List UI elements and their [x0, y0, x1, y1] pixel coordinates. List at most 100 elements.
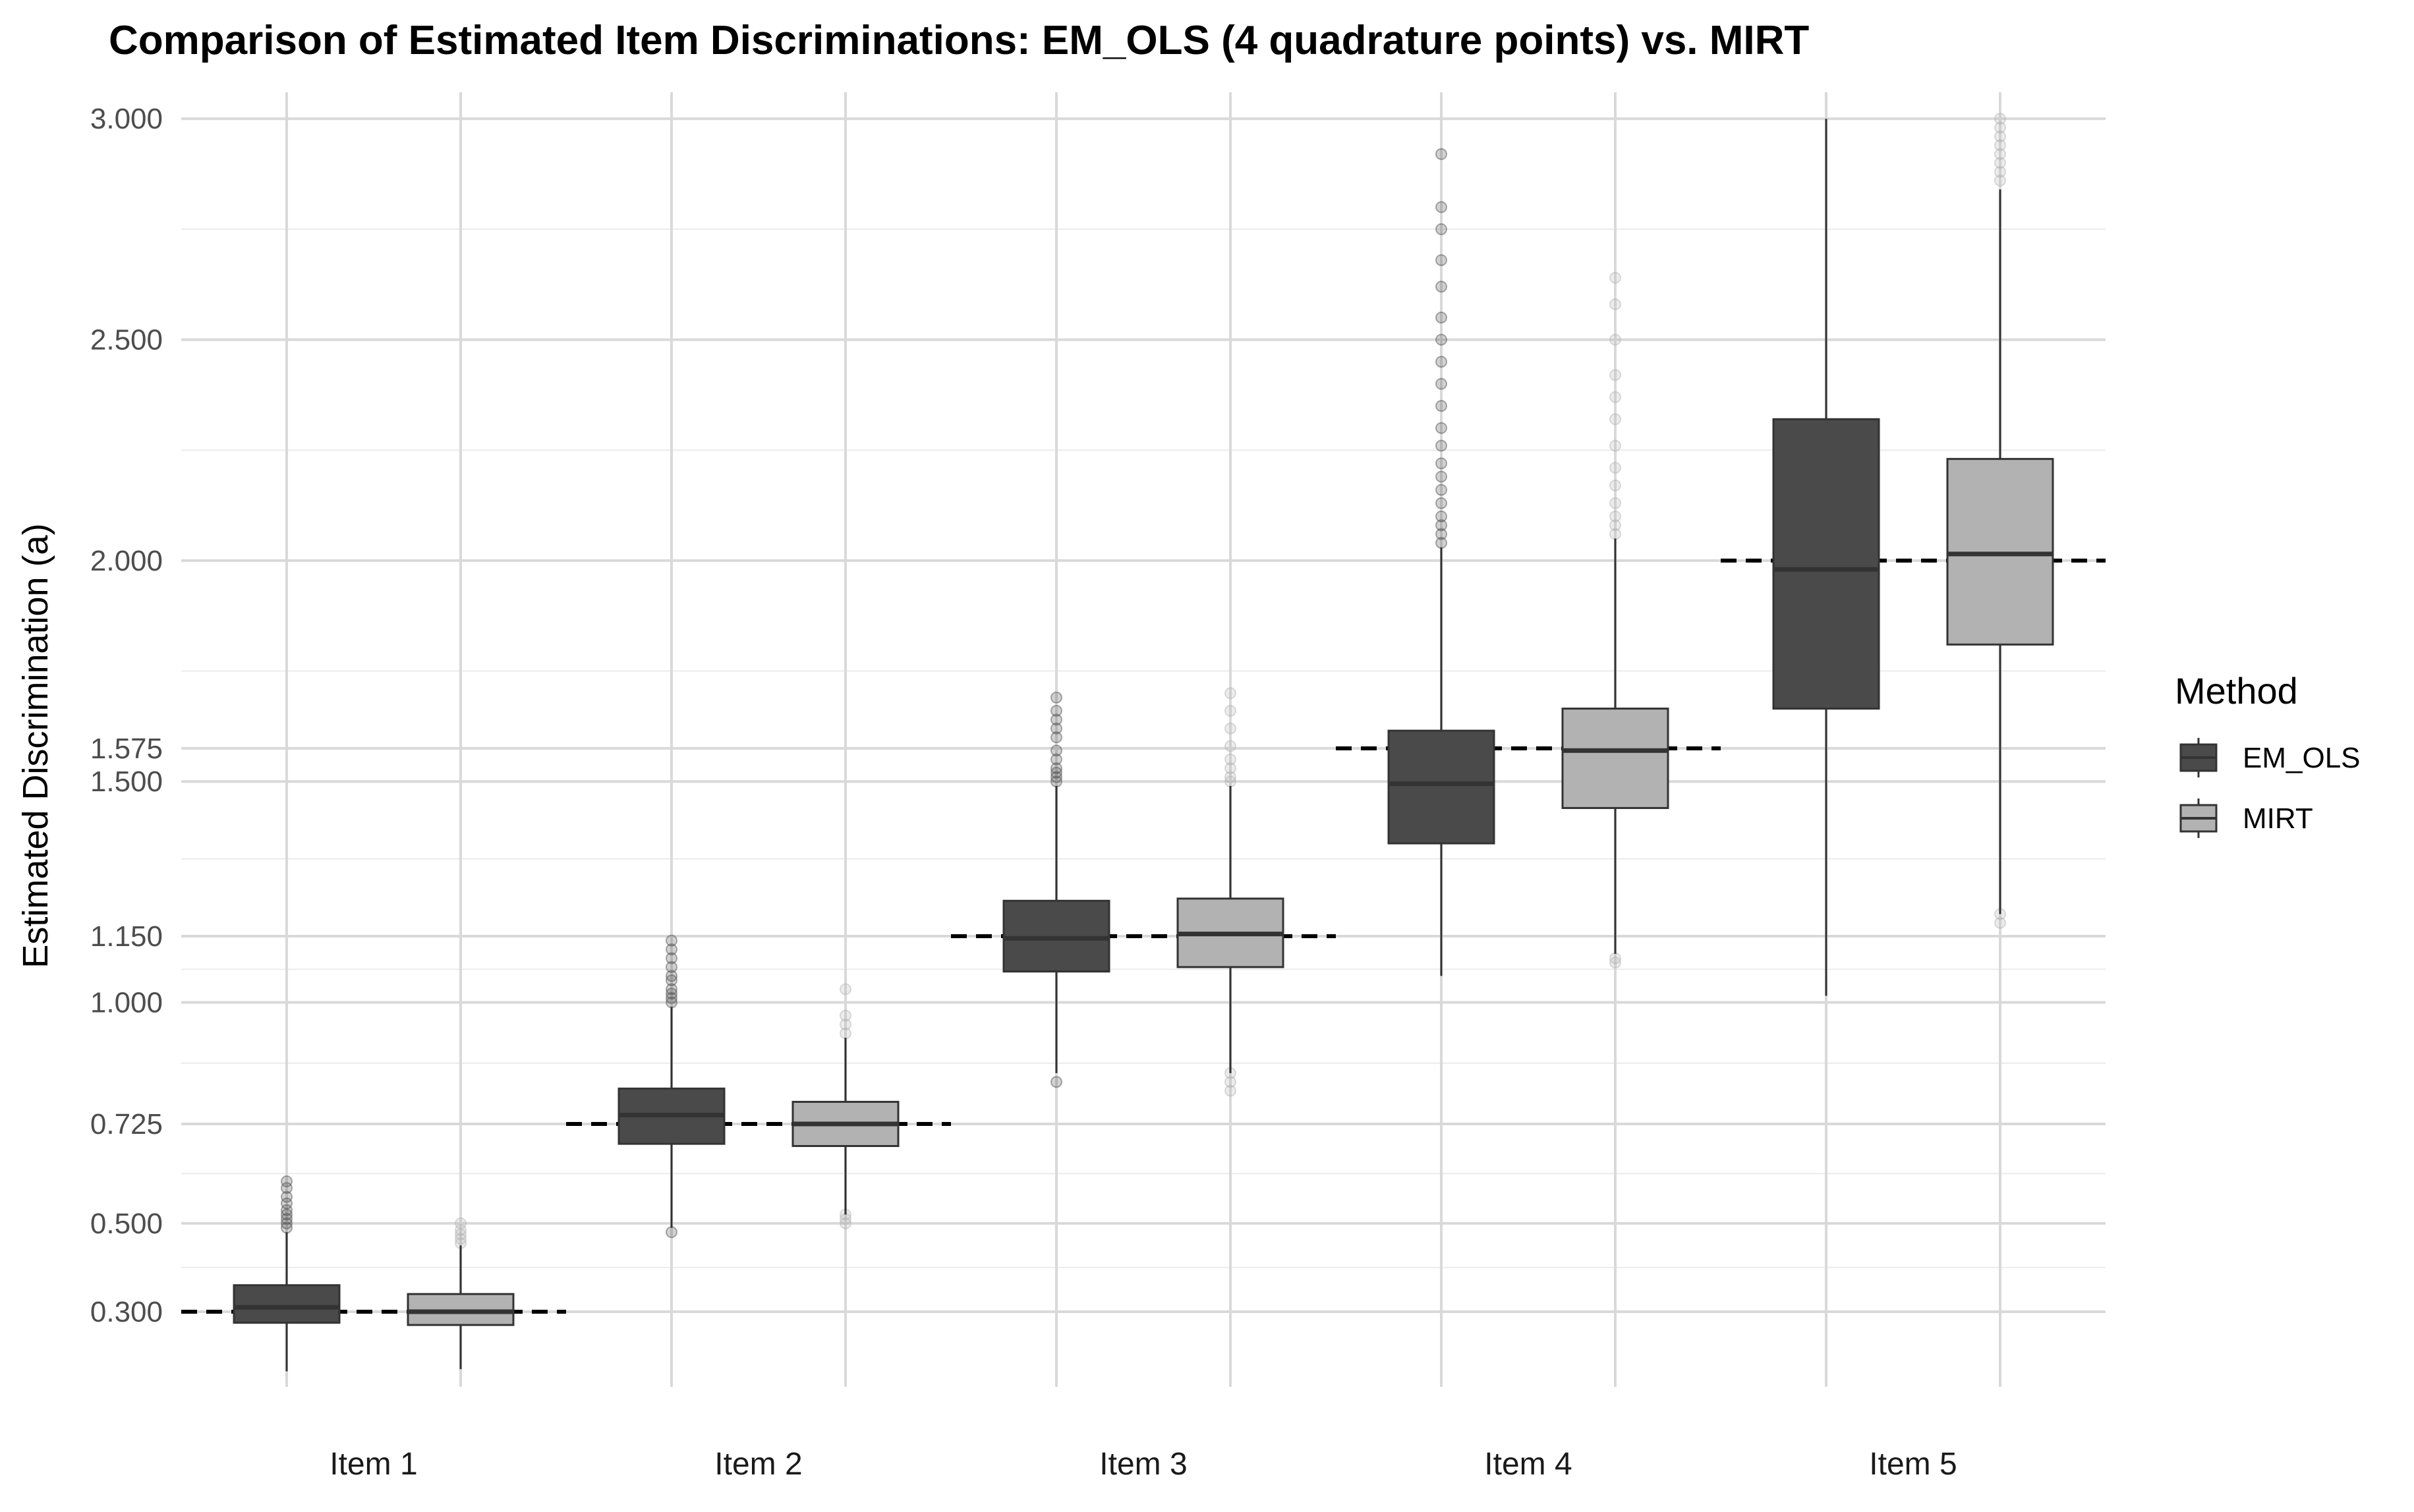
legend-label-em_ols: EM_OLS	[2243, 742, 2361, 774]
outlier-point	[1224, 1076, 1236, 1088]
x-tick-label: Item 3	[1099, 1447, 1187, 1482]
outlier-point	[666, 1226, 677, 1239]
outlier-point	[1994, 175, 2006, 187]
outlier-point	[1435, 497, 1447, 509]
boxplot-mirt-item-2	[791, 983, 900, 1229]
outlier-point	[1050, 722, 1062, 735]
outlier-point	[1609, 413, 1621, 426]
outlier-point	[455, 1233, 467, 1245]
outlier-point	[1435, 519, 1447, 532]
outlier-point	[1435, 470, 1447, 483]
outlier-point	[1435, 356, 1447, 368]
x-tick-label: Item 2	[714, 1447, 802, 1482]
outlier-point	[1994, 121, 2006, 134]
outlier-point	[840, 983, 851, 995]
outlier-point	[281, 1190, 293, 1203]
outlier-point	[1994, 165, 2006, 178]
outlier-point	[1050, 744, 1062, 757]
outlier-point	[1609, 497, 1621, 509]
y-tick-label: 2.000	[90, 545, 163, 577]
box	[1387, 729, 1495, 845]
box	[1772, 418, 1880, 710]
outlier-point	[1609, 271, 1621, 284]
outlier-point	[1609, 333, 1621, 346]
outlier-point	[1435, 422, 1447, 434]
y-tick-label: 1.150	[90, 920, 163, 953]
outlier-point	[1435, 439, 1447, 452]
outlier-point	[1224, 687, 1236, 700]
outlier-point	[1224, 722, 1236, 735]
outlier-point	[281, 1197, 293, 1210]
boxplot-em_ols-item-5	[1772, 119, 1880, 996]
x-axis-ticks: Item 1 Item 2 Item 3 Item 4 Item 5	[330, 1447, 1957, 1482]
outlier-point	[1224, 740, 1236, 752]
y-tick-label: 1.575	[90, 733, 163, 765]
outlier-point	[1435, 457, 1447, 470]
outlier-point	[281, 1204, 293, 1216]
legend-key-mirt	[2179, 798, 2218, 838]
outlier-point	[1224, 704, 1236, 717]
outlier-point	[281, 1217, 293, 1229]
outlier-point	[666, 983, 677, 995]
outlier-point	[455, 1228, 467, 1241]
outlier-point	[666, 970, 677, 982]
outlier-point	[1609, 439, 1621, 452]
outlier-point	[281, 1208, 293, 1221]
outlier-point	[1435, 333, 1447, 346]
outlier-point	[1609, 952, 1621, 965]
y-tick-label: 0.300	[90, 1296, 163, 1328]
outlier-point	[1994, 130, 2006, 143]
outlier-point	[1609, 462, 1621, 474]
outlier-point	[455, 1223, 467, 1236]
outlier-point	[1609, 298, 1621, 310]
box	[1561, 708, 1669, 809]
outlier-point	[1050, 704, 1062, 717]
outlier-point	[1435, 254, 1447, 266]
boxplot-mirt-item-3	[1176, 687, 1284, 1097]
outlier-point	[1609, 957, 1621, 969]
outlier-point	[281, 1175, 293, 1188]
outlier-point	[1609, 519, 1621, 532]
outlier-point	[666, 992, 677, 1004]
outlier-point	[1050, 771, 1062, 783]
outlier-point	[1050, 766, 1062, 779]
outlier-point	[1609, 510, 1621, 522]
y-tick-label: 1.000	[90, 987, 163, 1019]
outlier-point	[1609, 479, 1621, 491]
outlier-point	[840, 1019, 851, 1031]
boxplot-em_ols-item-4	[1387, 148, 1495, 976]
outlier-point	[1435, 528, 1447, 540]
outlier-point	[666, 943, 677, 956]
outlier-point	[1994, 157, 2006, 169]
outlier-point	[1609, 369, 1621, 381]
outlier-point	[1435, 223, 1447, 235]
outlier-point	[1435, 510, 1447, 522]
outlier-point	[455, 1217, 467, 1229]
y-tick-label: 1.500	[90, 766, 163, 798]
outlier-point	[281, 1182, 293, 1194]
outlier-point	[1994, 113, 2006, 125]
boxplot-em_ols-item-2	[618, 934, 726, 1239]
outlier-point	[1224, 753, 1236, 766]
outlier-point	[1994, 139, 2006, 152]
legend: Method EM_OLS MIRT	[2175, 670, 2361, 838]
legend-key-em_ols	[2179, 738, 2218, 777]
boxplot-em_ols-item-3	[1002, 691, 1110, 1088]
x-tick-label: Item 1	[330, 1447, 417, 1482]
legend-label-mirt: MIRT	[2243, 802, 2313, 835]
outlier-point	[1435, 400, 1447, 412]
y-tick-label: 3.000	[90, 103, 163, 135]
boxplot-mirt-item-5	[1946, 113, 2054, 929]
outlier-point	[1435, 378, 1447, 390]
chart-title: Comparison of Estimated Item Discriminat…	[109, 18, 1809, 63]
outlier-point	[1050, 762, 1062, 775]
outlier-point	[666, 961, 677, 973]
outlier-point	[1609, 391, 1621, 403]
boxplot-mirt-item-4	[1561, 271, 1669, 969]
outlier-point	[1050, 691, 1062, 704]
outlier-point	[840, 1009, 851, 1022]
outlier-point	[1435, 148, 1447, 160]
outlier-point	[1994, 916, 2006, 929]
legend-title: Method	[2175, 670, 2298, 712]
